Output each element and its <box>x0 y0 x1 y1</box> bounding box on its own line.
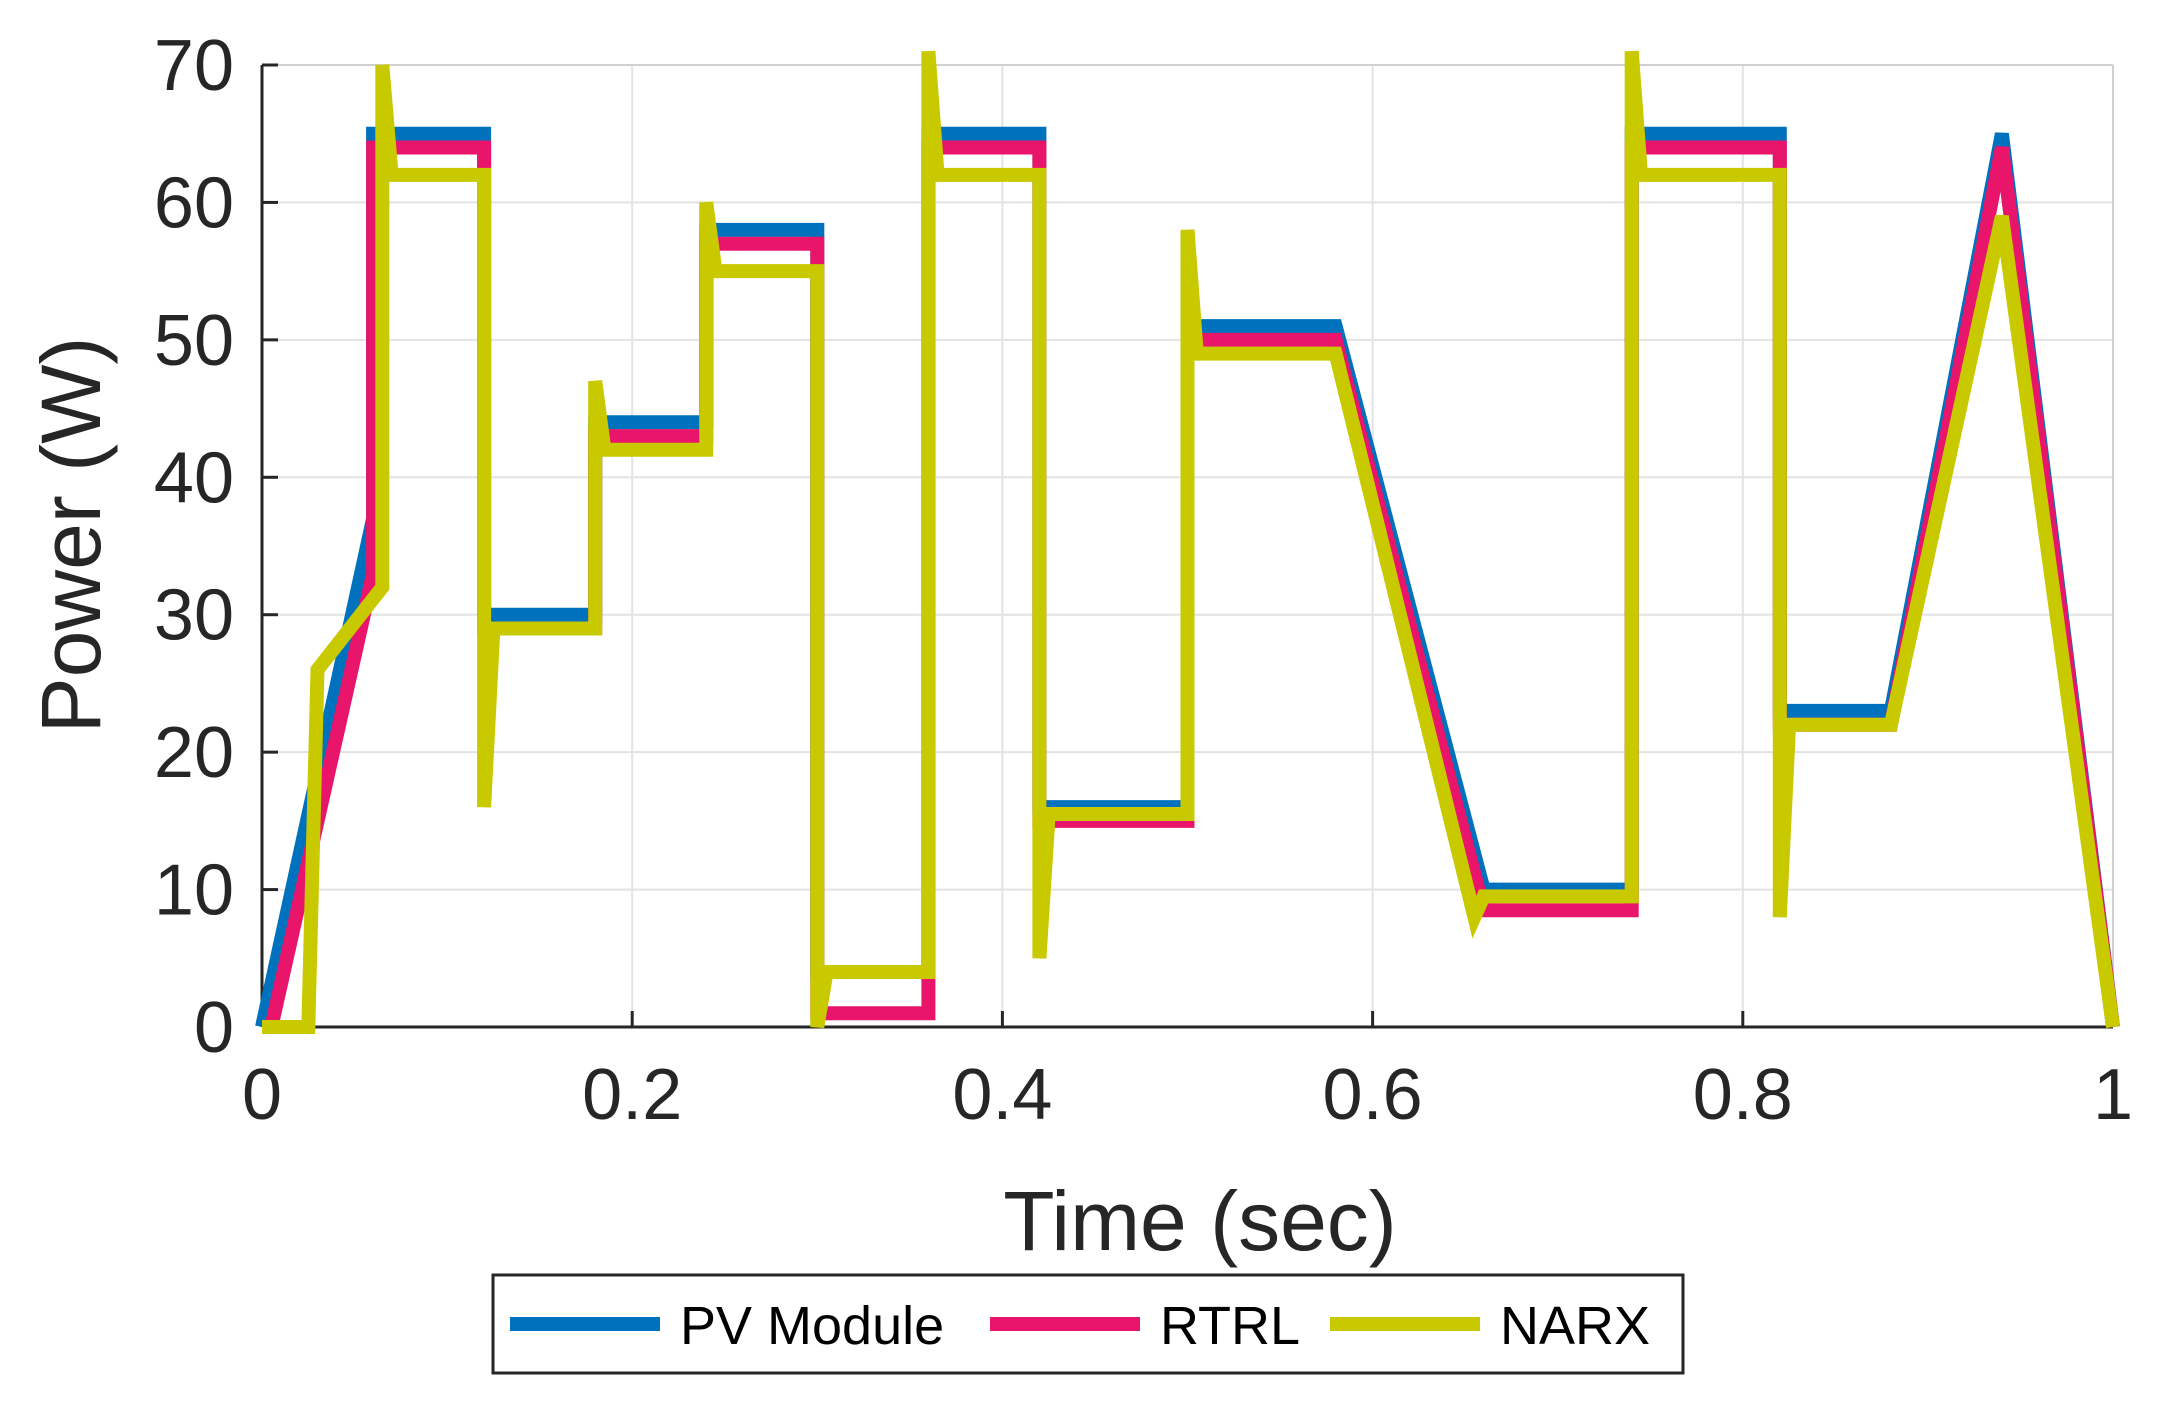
x-tick-label: 0.8 <box>1693 1055 1793 1135</box>
y-tick-label: 0 <box>194 988 234 1068</box>
axes <box>260 63 2115 1029</box>
x-tick-label: 0.4 <box>952 1055 1052 1135</box>
x-tick-label: 0 <box>242 1055 282 1135</box>
y-tick-label: 70 <box>154 26 234 106</box>
y-tick-label: 20 <box>154 713 234 793</box>
y-tick-label: 60 <box>154 163 234 243</box>
y-axis-label: Power (W) <box>24 337 118 734</box>
series-lines <box>255 50 2120 1034</box>
series-line-narx <box>262 50 2120 1034</box>
series-line-pv-module <box>255 126 2120 1029</box>
legend-items: PV Module RTRL NARX <box>510 1296 1650 1356</box>
legend-label-narx: NARX <box>1500 1296 1650 1356</box>
x-axis-label: Time (sec) <box>1003 1174 1397 1268</box>
y-tick-label: 10 <box>154 851 234 931</box>
y-tick-label: 50 <box>154 301 234 381</box>
legend-label-rtrl: RTRL <box>1160 1296 1300 1356</box>
legend: PV Module RTRL NARX <box>491 1273 1685 1375</box>
x-tick-label: 0.2 <box>582 1055 682 1135</box>
y-tick-label: 30 <box>154 576 234 656</box>
x-tick-label: 1 <box>2093 1055 2133 1135</box>
x-tick-label: 0.6 <box>1323 1055 1423 1135</box>
legend-label-pv-module: PV Module <box>680 1296 944 1356</box>
y-tick-label: 40 <box>154 438 234 518</box>
